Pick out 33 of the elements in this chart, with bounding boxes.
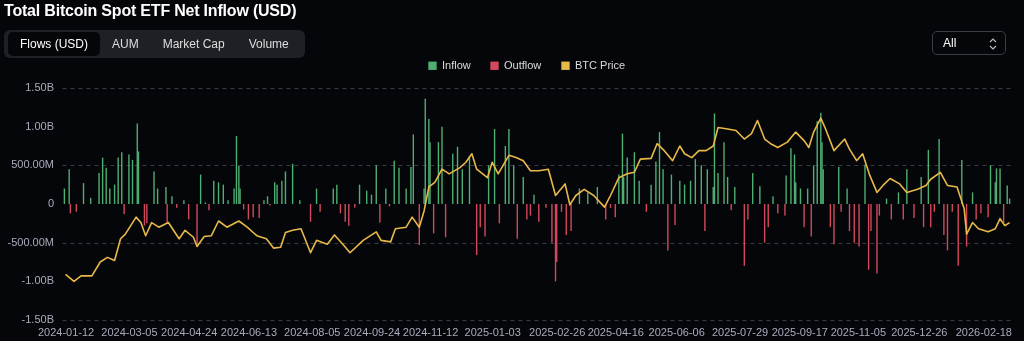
x-tick-label: 2024-01-12 bbox=[37, 325, 95, 338]
text: Flows (USD) bbox=[8, 32, 100, 56]
x-tick-label: 2025-04-16 bbox=[587, 325, 644, 338]
legend-label: Outflow bbox=[504, 58, 542, 71]
x-tick-label: 2025-12-26 bbox=[891, 325, 948, 338]
text: Volume bbox=[247, 36, 290, 53]
y-tick-label: 1.50B bbox=[25, 81, 54, 93]
chart-title: Total Bitcoin Spot ETF Net Inflow (USD) bbox=[4, 2, 297, 20]
legend-label: BTC Price bbox=[575, 58, 626, 71]
x-tick-label: 2024-06-13 bbox=[220, 325, 278, 338]
x-tick-label: 2025-07-29 bbox=[711, 325, 769, 338]
x-tick-label: 2024-09-24 bbox=[343, 325, 401, 338]
x-tick-label: 2025-01-03 bbox=[464, 325, 521, 338]
y-tick-label: -1.00B bbox=[21, 274, 54, 287]
x-tick-label: 2025-06-06 bbox=[648, 325, 705, 338]
y-tick-label: -500.00M bbox=[7, 235, 54, 248]
x-tick-label: 2024-08-05 bbox=[284, 325, 341, 338]
text: All bbox=[943, 36, 957, 50]
x-tick-label: 2024-04-24 bbox=[161, 325, 218, 338]
y-tick-label: 1.00B bbox=[25, 119, 54, 132]
text: AUM bbox=[111, 36, 140, 53]
legend-label: Inflow bbox=[442, 58, 471, 71]
x-tick-label: 2025-11-05 bbox=[830, 325, 887, 338]
y-tick-label: 0 bbox=[47, 197, 54, 209]
x-tick-label: 2025-09-17 bbox=[771, 325, 828, 338]
x-tick-label: 2024-11-12 bbox=[402, 325, 459, 338]
x-tick-label: 2024-03-05 bbox=[101, 325, 158, 338]
y-tick-label: -1.50B bbox=[21, 313, 54, 325]
text: Market Cap bbox=[161, 36, 226, 53]
line-series bbox=[64, 117, 1011, 283]
y-tick-label: 500.00M bbox=[11, 158, 54, 171]
x-tick-label: 2026-02-18 bbox=[955, 325, 1012, 338]
x-tick-label: 2025-02-26 bbox=[529, 325, 586, 338]
